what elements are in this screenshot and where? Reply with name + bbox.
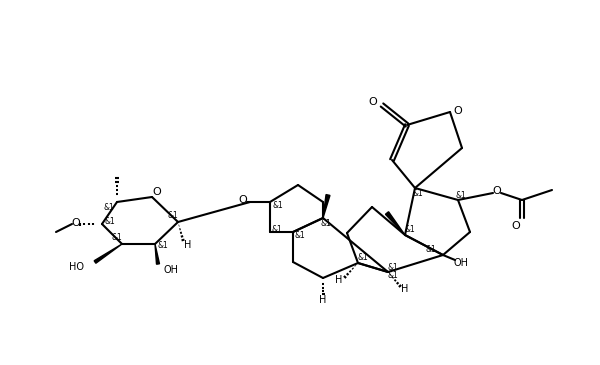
Text: H: H (184, 240, 191, 250)
Text: &1: &1 (388, 262, 398, 272)
Text: &1: &1 (425, 246, 436, 254)
Text: OH: OH (454, 258, 469, 268)
Polygon shape (94, 244, 122, 263)
Text: &1: &1 (112, 233, 122, 242)
Text: &1: &1 (272, 226, 283, 234)
Text: &1: &1 (104, 203, 115, 211)
Text: H: H (401, 284, 409, 294)
Text: &1: &1 (388, 270, 398, 280)
Text: &1: &1 (413, 188, 424, 197)
Text: O: O (512, 221, 520, 231)
Text: O: O (493, 186, 502, 196)
Polygon shape (323, 195, 330, 218)
Text: &1: &1 (167, 211, 178, 219)
Text: &1: &1 (455, 192, 466, 200)
Text: H: H (319, 295, 326, 305)
Text: O: O (71, 218, 80, 228)
Polygon shape (385, 212, 405, 235)
Text: HO: HO (70, 262, 85, 272)
Text: &1: &1 (295, 231, 305, 239)
Text: &1: &1 (104, 216, 115, 226)
Text: &1: &1 (272, 200, 283, 210)
Text: OH: OH (163, 265, 178, 275)
Polygon shape (155, 244, 160, 264)
Text: O: O (239, 195, 247, 205)
Text: O: O (454, 106, 463, 116)
Text: &1: &1 (158, 242, 169, 250)
Text: O: O (152, 187, 161, 197)
Text: &1: &1 (358, 254, 368, 262)
Text: H: H (335, 275, 343, 285)
Text: &1: &1 (404, 226, 415, 234)
Text: O: O (368, 97, 377, 107)
Text: &1: &1 (320, 219, 331, 227)
